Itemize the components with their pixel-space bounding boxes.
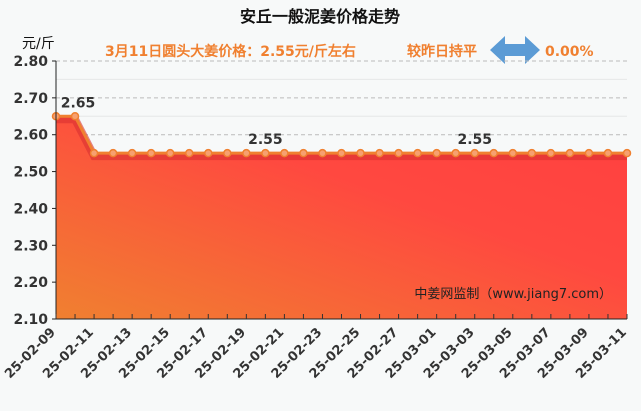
change-text: 较昨日持平 xyxy=(407,43,477,60)
data-point xyxy=(394,148,403,158)
data-point xyxy=(184,148,194,158)
data-point xyxy=(204,148,213,158)
data-point xyxy=(470,148,479,158)
subtitle: 3月11日圆头大姜价格：2.55元/斤左右 xyxy=(105,43,356,60)
data-point xyxy=(375,148,384,158)
y-tick-label: 2.70 xyxy=(13,91,48,107)
data-point xyxy=(261,148,270,158)
data-point xyxy=(508,148,518,158)
data-point xyxy=(70,112,80,121)
y-tick-label: 2.80 xyxy=(13,54,48,70)
data-point xyxy=(299,148,308,158)
data-point xyxy=(356,148,365,158)
data-point xyxy=(432,148,441,158)
y-tick-label: 2.40 xyxy=(13,201,48,217)
y-tick-label: 2.50 xyxy=(13,165,48,181)
data-point xyxy=(622,148,632,158)
data-point xyxy=(165,148,175,158)
data-point xyxy=(127,148,137,158)
data-point xyxy=(565,148,575,158)
data-point xyxy=(223,148,232,158)
data-point xyxy=(489,148,499,158)
watermark: 中姜网监制（www.jiang7.com） xyxy=(414,287,612,302)
y-tick-label: 2.60 xyxy=(13,128,48,144)
data-label: 2.65 xyxy=(61,95,96,111)
y-tick-label: 2.10 xyxy=(13,312,48,328)
data-point xyxy=(413,148,422,158)
data-point xyxy=(337,148,346,158)
change-value: 0.00% xyxy=(545,44,594,60)
data-point xyxy=(108,148,118,158)
data-point xyxy=(603,148,613,158)
data-point xyxy=(546,148,556,158)
data-label: 2.55 xyxy=(457,132,492,148)
double-arrow-horizontal-icon xyxy=(490,36,540,64)
data-point xyxy=(146,148,156,158)
data-point xyxy=(89,148,99,158)
y-tick-label: 2.30 xyxy=(13,238,48,254)
data-point xyxy=(451,148,460,158)
data-point xyxy=(584,148,594,158)
data-label: 2.55 xyxy=(248,132,283,148)
data-point xyxy=(318,148,327,158)
chart-title: 安丘一般泥姜价格走势 xyxy=(240,7,400,26)
y-tick-label: 2.20 xyxy=(13,275,48,291)
data-point xyxy=(280,148,289,158)
area-fill xyxy=(56,116,627,320)
y-axis-unit: 元/斤 xyxy=(22,36,55,52)
data-point xyxy=(242,148,251,158)
data-point xyxy=(527,148,537,158)
